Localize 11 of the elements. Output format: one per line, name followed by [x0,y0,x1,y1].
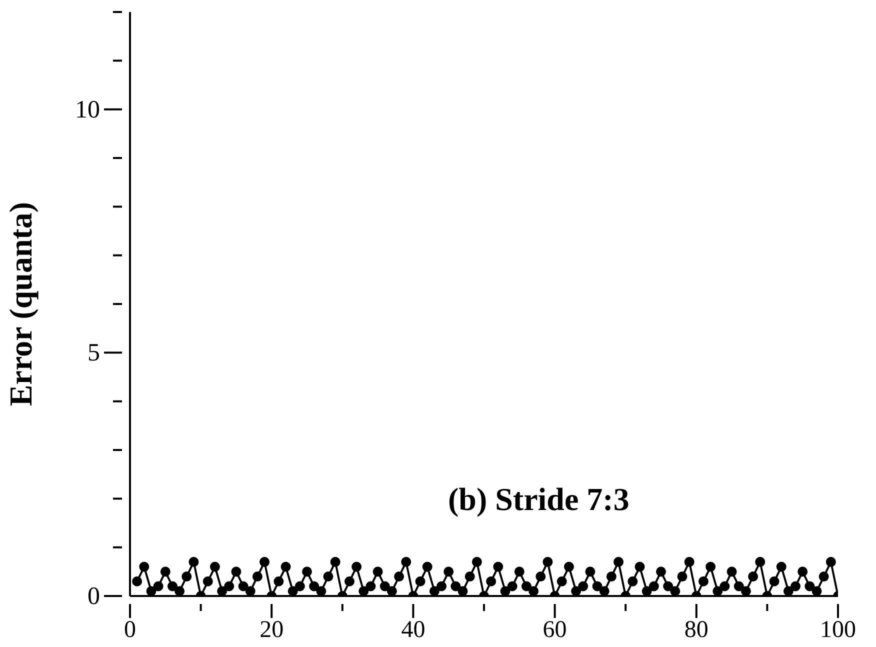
y-tick-label: 5 [88,340,100,367]
y-tick-label: 10 [75,96,100,124]
x-tick-label: 80 [684,617,708,643]
x-tick-label: 100 [820,617,856,643]
x-tick-label: 60 [542,617,567,643]
x-tick-label: 40 [401,617,426,643]
x-tick-label: 20 [260,617,284,643]
y-axis-title: Error (quanta) [2,202,38,406]
y-tick-label: 0 [88,583,100,610]
x-tick-label: 0 [124,617,136,643]
annotation: (b) Stride 7:3 [448,481,630,518]
